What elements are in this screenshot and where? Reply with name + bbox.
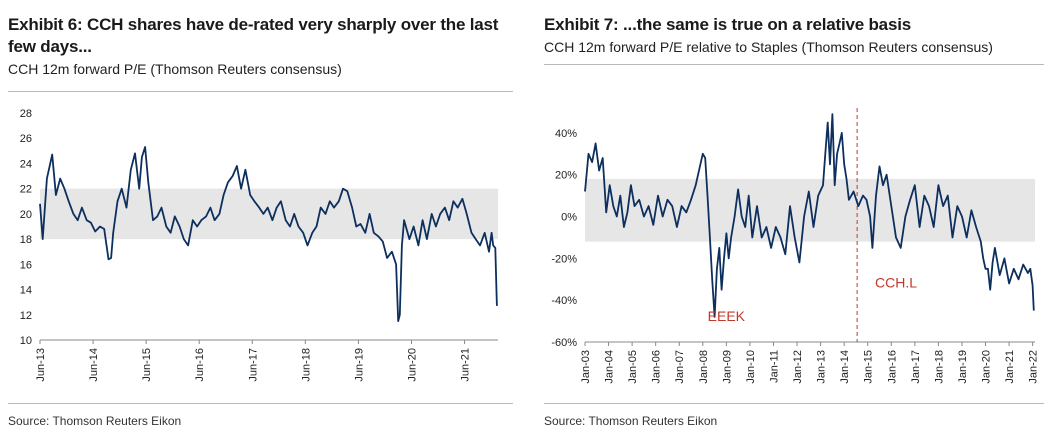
y-tick-label: 18 (20, 234, 32, 246)
y-tick-label: 10 (20, 335, 32, 347)
x-tick-label: Jan-08 (698, 350, 710, 384)
x-tick-label: Jan-16 (886, 350, 898, 384)
exhibit-7-subtitle: CCH 12m forward P/E relative to Staples … (544, 39, 993, 55)
x-tick-label: Jan-03 (580, 350, 592, 384)
x-tick-label: Jan-10 (745, 350, 757, 384)
x-tick-label: Jan-06 (651, 350, 663, 384)
x-tick-label: Jan-13 (816, 350, 828, 384)
x-tick-label: Jun-20 (406, 348, 418, 382)
exhibit-6-subtitle: CCH 12m forward P/E (Thomson Reuters con… (8, 61, 342, 77)
series-line (39, 146, 498, 323)
y-tick-label: -60% (551, 337, 577, 349)
exhibit-6-chart: 10 12 14 16 18 20 22 24 26 28 Jun-13 Jun-14 Jun-15 Ju… (20, 108, 498, 382)
x-tick-label: Jan-15 (863, 350, 875, 384)
x-tick-label: Jun-19 (353, 348, 365, 382)
x-tick-label: Jan-11 (768, 350, 780, 383)
y-tick-label: 0% (561, 212, 577, 224)
x-tick-label: Jan-21 (1004, 350, 1016, 384)
y-tick-label: 24 (20, 158, 32, 170)
exhibit-6-bottom-rule (8, 403, 513, 404)
y-tick-label: 14 (20, 285, 32, 297)
exhibit-6-source: Source: Thomson Reuters Eikon (8, 414, 182, 428)
exhibit-6-title: Exhibit 6: CCH shares have de-rated very… (8, 15, 499, 56)
x-tick-label: Jan-20 (981, 350, 993, 384)
exhibit-7-title: Exhibit 7: ...the same is true on a rela… (544, 15, 911, 34)
y-tick-label: -40% (551, 295, 577, 307)
x-tick-label: Jan-05 (627, 350, 639, 384)
x-tick-label: Jan-09 (721, 350, 733, 384)
x-tick-label: Jan-18 (933, 350, 945, 384)
exhibit-7-top-rule (544, 64, 1044, 65)
exhibit-7-bottom-rule (544, 403, 1044, 404)
y-tick-label: 20 (20, 209, 32, 221)
y-tick-label: 20% (555, 170, 577, 182)
y-tick-label: 12 (20, 310, 32, 322)
x-tick-label: Jan-04 (604, 350, 616, 384)
x-tick-label: Jan-22 (1028, 350, 1040, 384)
exhibit-7-source: Source: Thomson Reuters Eikon (544, 414, 718, 428)
exhibit-6-top-rule (8, 91, 513, 92)
band-range (40, 188, 498, 240)
annotation-label: EEEK (708, 308, 746, 324)
x-tick-label: Jun-18 (300, 348, 312, 382)
y-tick-label: 26 (20, 133, 32, 145)
exhibit-7-chart: -60% -40% -20% 0% 20% 40% Jan-03 Jan-04 Jan-05 Ja… (551, 108, 1040, 384)
exhibit-6-panel: Exhibit 6: CCH shares have de-rated very… (0, 0, 525, 437)
x-tick-label: Jun-14 (88, 348, 100, 382)
y-tick-label: 28 (20, 108, 32, 120)
x-tick-label: Jun-21 (460, 348, 472, 382)
annotation-label: CCH.L (875, 275, 917, 291)
exhibit-7-panel: Exhibit 7: ...the same is true on a rela… (540, 0, 1051, 437)
y-tick-label: 16 (20, 259, 32, 271)
y-tick-label: 40% (555, 128, 577, 140)
x-tick-label: Jun-16 (194, 348, 206, 382)
series-line (584, 113, 1035, 318)
y-tick-label: -20% (551, 253, 577, 265)
x-tick-label: Jan-07 (674, 350, 686, 384)
y-tick-label: 22 (20, 184, 32, 196)
x-tick-label: Jan-12 (792, 350, 804, 384)
x-tick-label: Jan-17 (910, 350, 922, 384)
x-tick-label: Jun-17 (247, 348, 259, 382)
x-tick-label: Jan-19 (957, 350, 969, 384)
x-tick-label: Jun-15 (141, 348, 153, 382)
x-tick-label: Jan-14 (839, 350, 851, 384)
x-tick-label: Jun-13 (35, 348, 47, 382)
